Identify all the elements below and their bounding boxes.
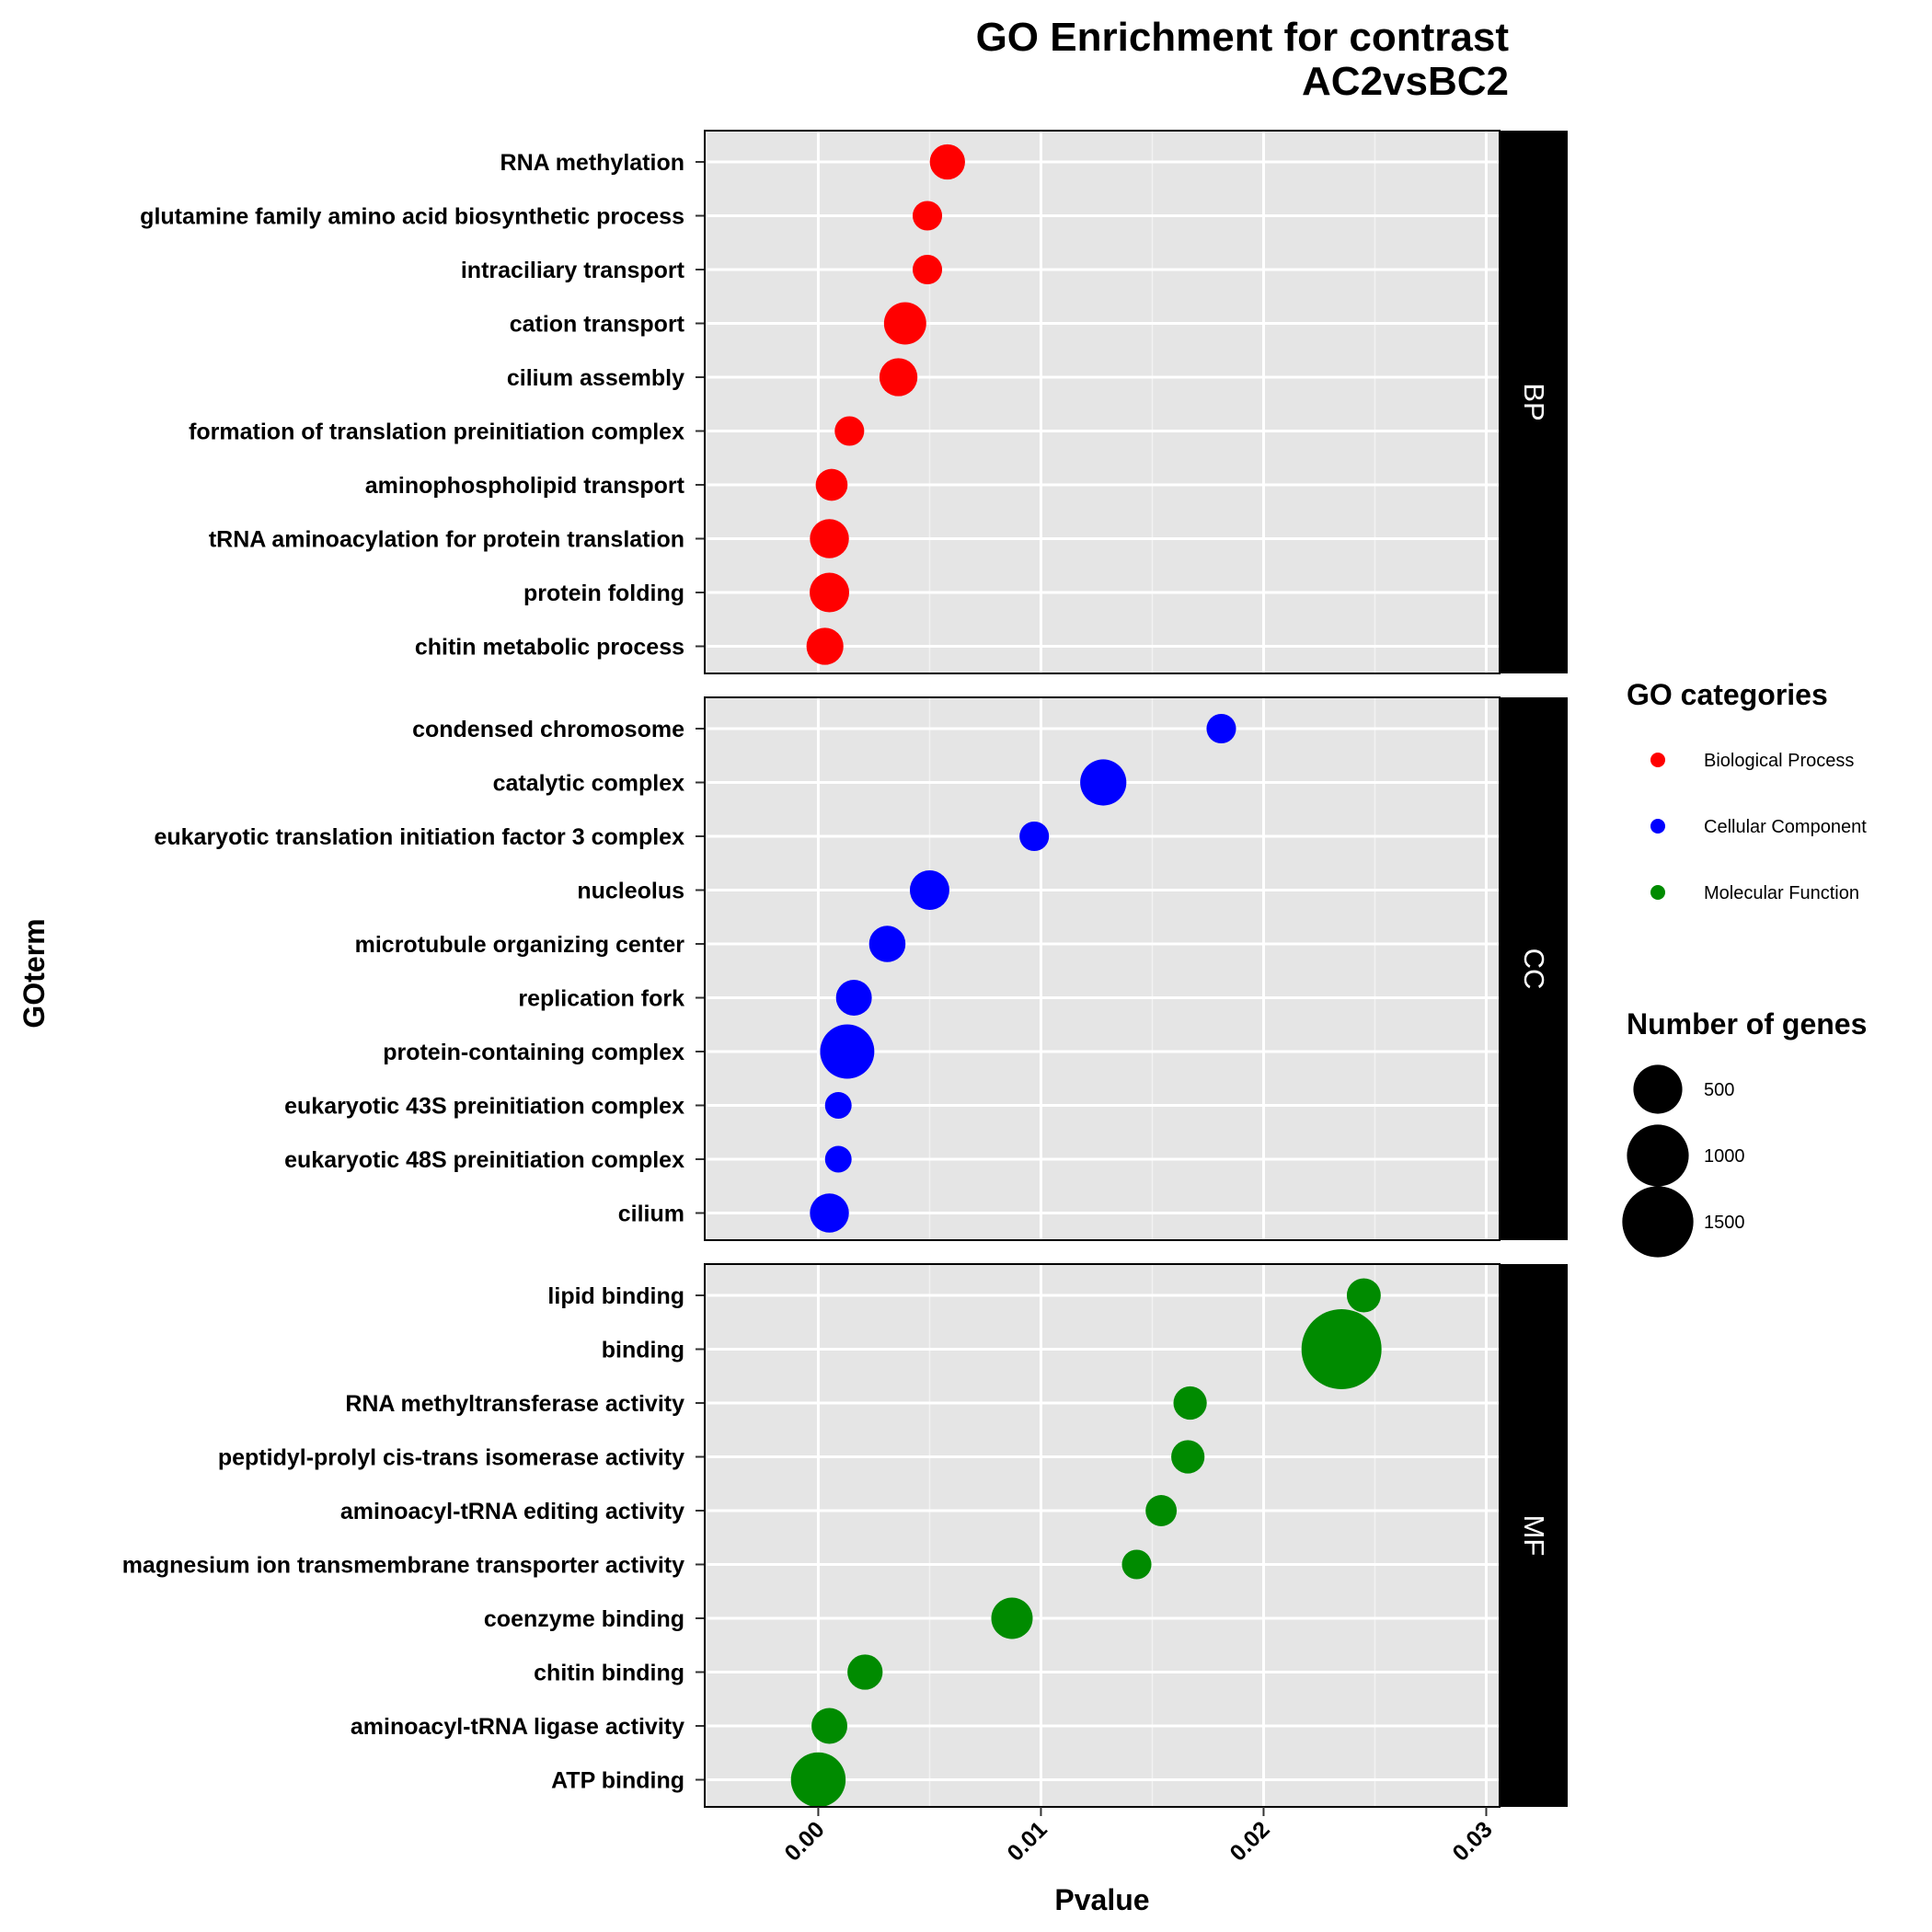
y-tick-label: ATP binding	[551, 1768, 684, 1794]
data-point	[1121, 1549, 1152, 1580]
data-point	[810, 572, 850, 613]
panel-mf: lipid binding binding RNA methyltransferas…	[122, 1263, 1568, 1808]
legend-sizes: 500 1000 1500	[1622, 1064, 1745, 1258]
data-point	[1206, 713, 1236, 744]
x-tick-label: 0.00	[779, 1816, 829, 1866]
data-point	[820, 1024, 875, 1079]
y-tick-label: coenzyme binding	[484, 1606, 684, 1632]
y-tick-label: cilium	[618, 1202, 684, 1227]
y-tick-label: microtubule organizing center	[355, 932, 685, 958]
legend-label: Biological Process	[1704, 751, 1854, 771]
data-point	[824, 1092, 852, 1119]
data-point	[824, 1145, 852, 1173]
facet-strip	[1500, 131, 1568, 673]
legend-key-biological-process	[1650, 753, 1665, 767]
legend-key-molecular-function	[1650, 885, 1665, 900]
panel-bp: RNA methylation glutamine family amino ac…	[140, 130, 1568, 674]
y-tick-label: chitin binding	[534, 1661, 684, 1686]
facet-panels: RNA methylation glutamine family amino ac…	[122, 130, 1568, 1808]
y-tick-label: cilium assembly	[507, 365, 684, 391]
legend-categories: Biological Process Cellular Component Mole…	[1650, 751, 1867, 903]
facet-strip-label: BP	[1518, 383, 1550, 420]
y-tick-label: protein-containing complex	[383, 1040, 684, 1065]
data-point	[790, 1752, 846, 1808]
chart-title-line1: GO Enrichment for contrast	[976, 15, 1510, 60]
y-tick-label: protein folding	[523, 581, 684, 606]
x-tick-label: 0.01	[1002, 1816, 1052, 1866]
legend-size-title: Number of genes	[1627, 1007, 1867, 1041]
legend: GO categories Biological Process Cellular…	[1622, 678, 1867, 1258]
y-tick-label: glutamine family amino acid biosynthetic…	[140, 204, 684, 230]
y-tick-label: intraciliary transport	[461, 258, 685, 283]
y-tick-label: RNA methyltransferase activity	[345, 1391, 684, 1417]
legend-size-label: 1500	[1704, 1213, 1745, 1233]
data-point	[1173, 1386, 1207, 1420]
data-point	[1301, 1308, 1382, 1390]
x-tick-label: 0.03	[1448, 1816, 1498, 1866]
data-point	[847, 1654, 883, 1690]
y-tick-label: aminoacyl-tRNA ligase activity	[351, 1714, 684, 1740]
facet-strip-label: CC	[1518, 949, 1550, 990]
y-tick-label: aminoacyl-tRNA editing activity	[340, 1499, 684, 1524]
y-tick-label: chitin metabolic process	[415, 635, 684, 661]
data-point	[912, 201, 943, 231]
x-tick-label: 0.02	[1225, 1816, 1274, 1866]
y-tick-label: peptidyl-prolyl cis-trans isomerase acti…	[218, 1445, 684, 1471]
y-tick-label: formation of translation preinitiation c…	[189, 420, 684, 445]
facet-strip	[1500, 1264, 1568, 1807]
legend-size-key	[1633, 1064, 1683, 1114]
data-point	[879, 358, 918, 397]
y-tick-label: eukaryotic 48S preinitiation complex	[284, 1147, 684, 1173]
data-point	[835, 980, 872, 1016]
y-axis-title: GOterm	[17, 918, 51, 1028]
data-point	[834, 416, 865, 446]
y-tick-label: nucleolus	[577, 879, 684, 904]
y-tick-label: condensed chromosome	[412, 717, 684, 742]
legend-categories-title: GO categories	[1627, 678, 1828, 711]
y-tick-label: RNA methylation	[500, 150, 684, 176]
x-axis: 0.00 0.01 0.02 0.03	[779, 1807, 1498, 1867]
y-tick-label: lipid binding	[547, 1283, 684, 1309]
data-point	[810, 1193, 849, 1233]
data-point	[1145, 1495, 1178, 1526]
y-tick-label: catalytic complex	[493, 771, 685, 797]
legend-label: Molecular Function	[1704, 883, 1859, 903]
y-tick-label: replication fork	[518, 986, 684, 1012]
y-tick-label: eukaryotic translation initiation factor…	[154, 824, 684, 850]
y-tick-label: eukaryotic 43S preinitiation complex	[284, 1094, 684, 1120]
y-tick-label: aminophospholipid transport	[365, 473, 685, 499]
data-point	[806, 627, 844, 665]
data-point	[810, 519, 849, 558]
facet-strip-label: MF	[1518, 1515, 1550, 1557]
data-point	[815, 468, 848, 501]
x-axis-title: Pvalue	[1054, 1883, 1149, 1916]
legend-size-label: 500	[1704, 1080, 1734, 1100]
data-point	[929, 144, 965, 180]
data-point	[1171, 1440, 1205, 1474]
legend-size-key	[1627, 1124, 1689, 1187]
data-point	[909, 870, 949, 910]
y-tick-label: magnesium ion transmembrane transporter …	[122, 1553, 684, 1579]
y-tick-label: tRNA aminoacylation for protein translat…	[209, 527, 684, 553]
data-point	[1346, 1278, 1381, 1313]
data-point	[883, 302, 926, 345]
panel-cc: condensed chromosome catalytic complex euk…	[154, 696, 1568, 1241]
data-point	[991, 1597, 1033, 1639]
legend-key-cellular-component	[1650, 819, 1665, 834]
y-tick-label: cation transport	[510, 312, 685, 338]
data-point	[868, 926, 906, 962]
facet-strip	[1500, 697, 1568, 1240]
legend-label: Cellular Component	[1704, 817, 1867, 837]
data-point	[912, 254, 943, 285]
data-point	[811, 1708, 848, 1744]
data-point	[1019, 821, 1050, 852]
chart-title-line2: AC2vsBC2	[1302, 59, 1509, 104]
data-point	[1080, 759, 1127, 806]
legend-size-label: 1000	[1704, 1146, 1745, 1167]
legend-size-key	[1622, 1186, 1694, 1258]
y-tick-label: binding	[602, 1338, 684, 1363]
